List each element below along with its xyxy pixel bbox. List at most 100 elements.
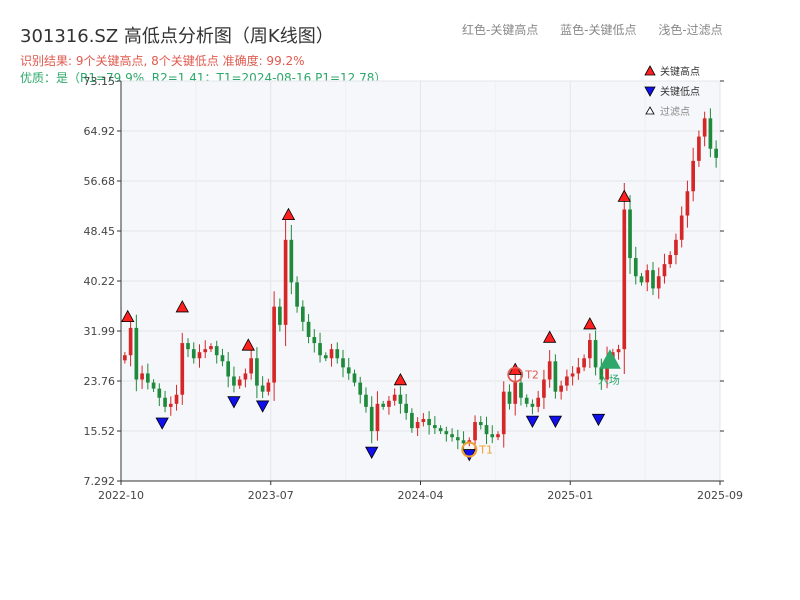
y-tick-label: 31.99 — [84, 325, 116, 338]
candle-body — [387, 400, 391, 407]
candle-body — [524, 397, 529, 404]
y-tick-label: 7.292 — [84, 475, 116, 488]
candle-body — [582, 358, 586, 368]
y-tick-label: 23.76 — [84, 375, 116, 388]
candle-body — [427, 418, 431, 426]
candle-body — [553, 361, 558, 392]
markers: T1 T2 入场 — [121, 189, 631, 462]
candle-body — [203, 349, 208, 353]
t2-label: T2 — [524, 369, 539, 382]
candle-body — [496, 434, 500, 438]
candle-body — [369, 406, 374, 432]
legend-high-text: 红色-关键高点 — [462, 23, 539, 37]
candle-body — [312, 337, 317, 344]
key-low-marker — [548, 415, 563, 428]
key-low-marker — [155, 417, 169, 430]
candle-body — [605, 358, 609, 380]
x-tick-label: 2022-10 — [98, 489, 144, 502]
candle-body — [398, 394, 403, 404]
legend-filtered-text: 浅色-过滤点 — [658, 23, 723, 37]
candle-body — [163, 397, 167, 407]
x-tick-label: 2025-01 — [547, 489, 593, 502]
candle-body — [628, 209, 632, 259]
key-low-marker — [591, 413, 606, 427]
candle-body — [519, 382, 523, 398]
candle-body — [433, 425, 437, 429]
key-low-marker — [255, 400, 270, 413]
candle-body — [714, 148, 718, 158]
candle-body — [220, 355, 225, 362]
candle-body — [697, 136, 701, 161]
t1-circle — [461, 441, 478, 458]
candle-body — [530, 403, 535, 407]
candle-body — [191, 349, 196, 359]
candle-body — [444, 431, 449, 435]
key-high-marker — [241, 338, 255, 351]
candle-body — [490, 434, 495, 438]
candle-body — [438, 428, 443, 432]
key-low-marker — [525, 415, 540, 428]
candle-body — [651, 270, 655, 289]
entry-label: 入场 — [598, 372, 620, 386]
candle-body — [197, 352, 202, 359]
candle-body — [588, 340, 592, 359]
candle-body — [622, 209, 627, 350]
candle-body — [542, 379, 546, 398]
key-high-marker — [393, 372, 408, 386]
candle-body — [283, 239, 288, 325]
candle-body — [639, 276, 644, 283]
candle-body — [570, 373, 575, 377]
candle-body — [128, 327, 133, 356]
candle-body — [174, 394, 179, 404]
key-high-marker — [617, 189, 631, 202]
candle-body — [140, 373, 144, 380]
candle-body — [679, 215, 684, 240]
legend-low-text: 蓝色-关键低点 — [560, 23, 637, 37]
candle-body — [134, 327, 139, 380]
y-tick-label: 15.52 — [84, 425, 116, 438]
candle-body — [226, 361, 231, 377]
candle-body — [478, 422, 483, 426]
candle-body — [341, 358, 345, 368]
y-tick-label: 64.92 — [84, 125, 116, 138]
candle-body — [358, 382, 363, 395]
t1-label: T1 — [478, 444, 493, 457]
candle-body — [157, 388, 162, 398]
candle-body — [232, 376, 236, 386]
candle-body — [662, 264, 667, 277]
x-tick-label: 2024-04 — [398, 489, 444, 502]
candle-body — [243, 373, 248, 380]
key-low-marker — [227, 396, 241, 409]
candle-body — [507, 391, 512, 404]
candle-body — [708, 118, 713, 149]
candle-body — [616, 349, 621, 353]
candle-body — [260, 385, 265, 392]
candle-body — [255, 358, 259, 386]
key-high-marker — [121, 309, 135, 323]
candle-body — [691, 160, 696, 192]
candles — [123, 108, 718, 450]
candle-body — [375, 403, 380, 432]
candle-body — [145, 373, 150, 383]
candle-body — [547, 361, 552, 380]
candle-body — [656, 276, 661, 289]
legend-low-marker — [644, 86, 656, 97]
candle-body — [209, 346, 213, 350]
candle-body — [450, 434, 454, 438]
legend-filtered-marker — [645, 106, 655, 115]
candle-body — [559, 385, 563, 392]
y-tick-label: 56.68 — [84, 175, 116, 188]
candle-body — [295, 282, 299, 307]
candle-body — [674, 239, 678, 256]
key-high-marker — [583, 317, 597, 330]
candle-body — [536, 397, 541, 407]
candle-body — [645, 270, 650, 283]
candle-body — [237, 379, 242, 386]
candle-body — [180, 343, 185, 395]
candle-body — [300, 306, 305, 322]
y-tick-label: 40.22 — [84, 275, 116, 288]
chart-title: 301316.SZ 高低点分析图（周K线图） — [20, 26, 334, 47]
candle-body — [329, 349, 334, 359]
candle-body — [249, 358, 253, 374]
